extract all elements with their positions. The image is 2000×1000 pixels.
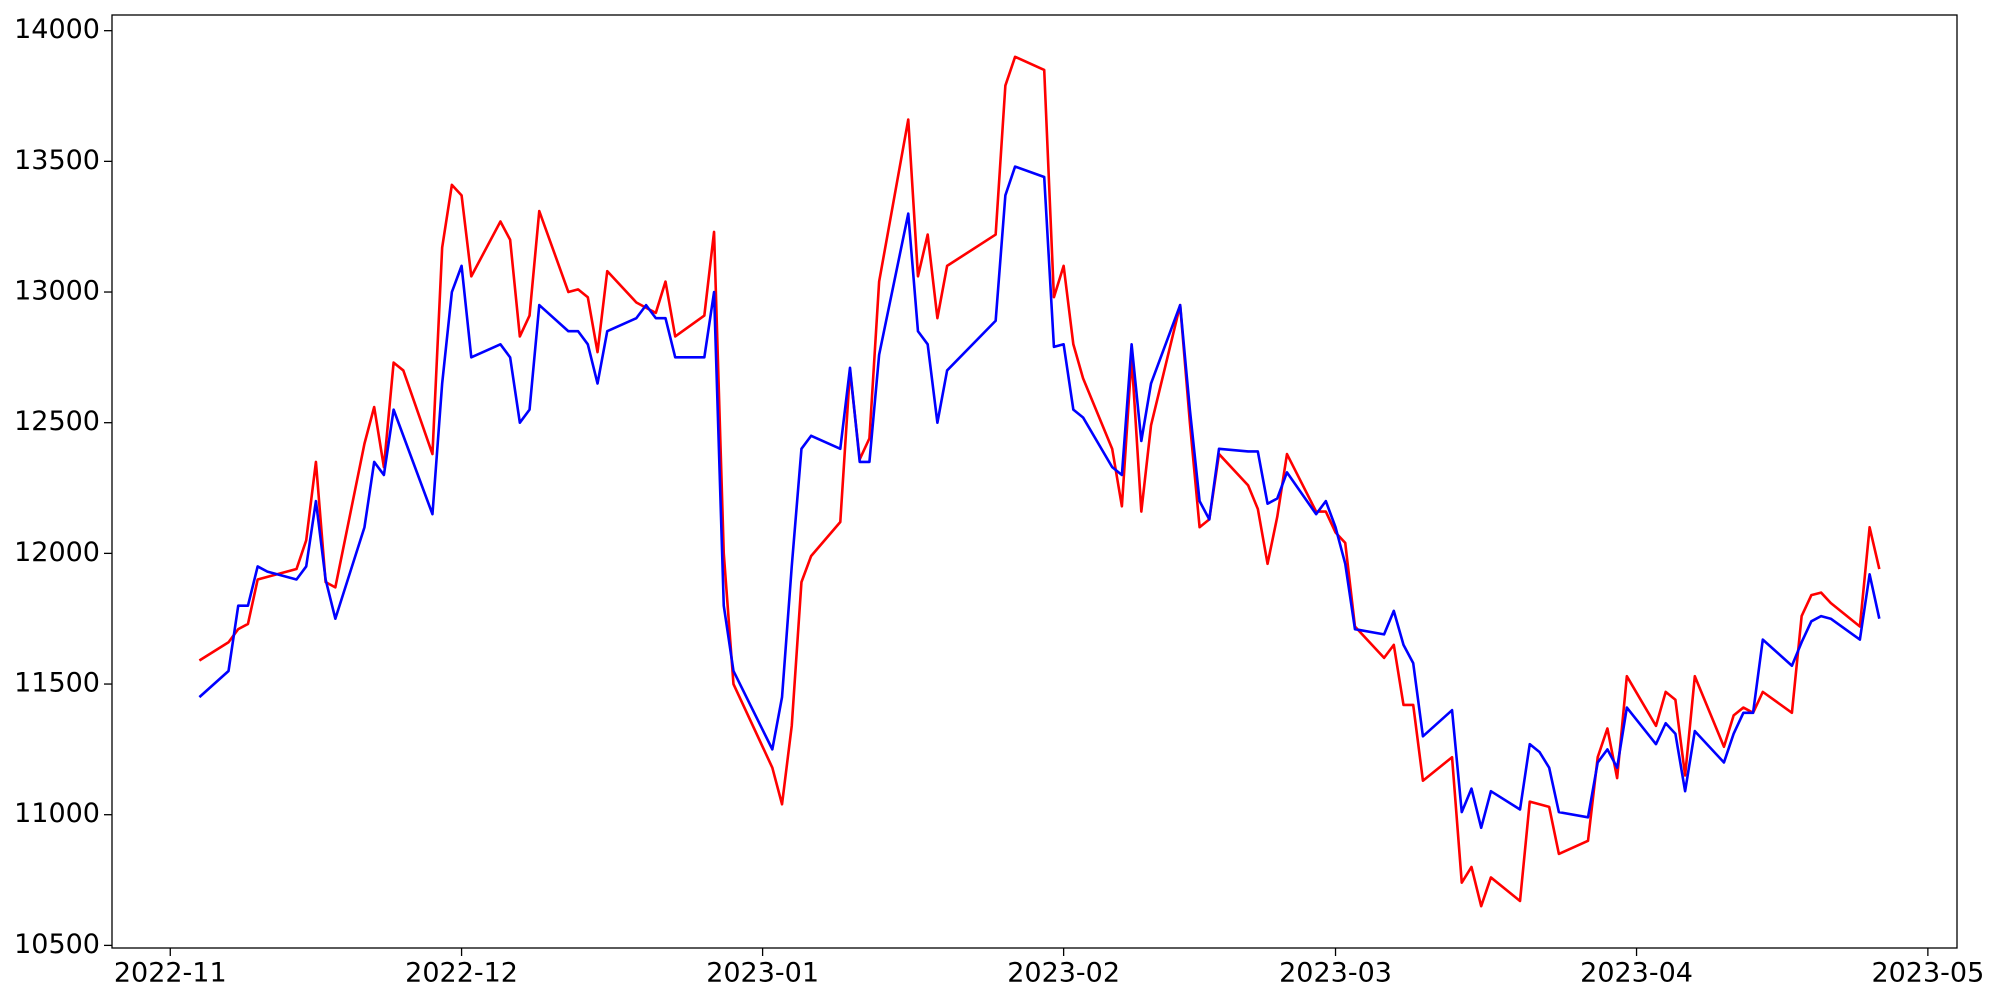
y-tick-label: 10500 (14, 929, 100, 960)
x-tick-label: 2023-03 (1279, 958, 1392, 989)
y-tick-label: 11500 (14, 668, 100, 699)
plot-frame (111, 14, 1958, 949)
x-tick-label: 2023-01 (706, 958, 819, 989)
x-tick-label: 2023-04 (1580, 958, 1693, 989)
y-tick-label: 13500 (14, 145, 100, 176)
y-tick-label: 12500 (14, 406, 100, 437)
data-line (198, 55, 1881, 908)
x-tick-label: 2023-02 (1007, 958, 1120, 989)
y-tick-label: 13000 (14, 276, 100, 307)
data-line (198, 165, 1881, 830)
y-tick-label: 11000 (14, 798, 100, 829)
x-tick-label: 2023-05 (1871, 958, 1984, 989)
x-tick-label: 2022-12 (405, 958, 518, 989)
x-tick-label: 2022-11 (114, 958, 227, 989)
y-tick-label: 12000 (14, 537, 100, 568)
y-tick-label: 14000 (14, 14, 100, 45)
